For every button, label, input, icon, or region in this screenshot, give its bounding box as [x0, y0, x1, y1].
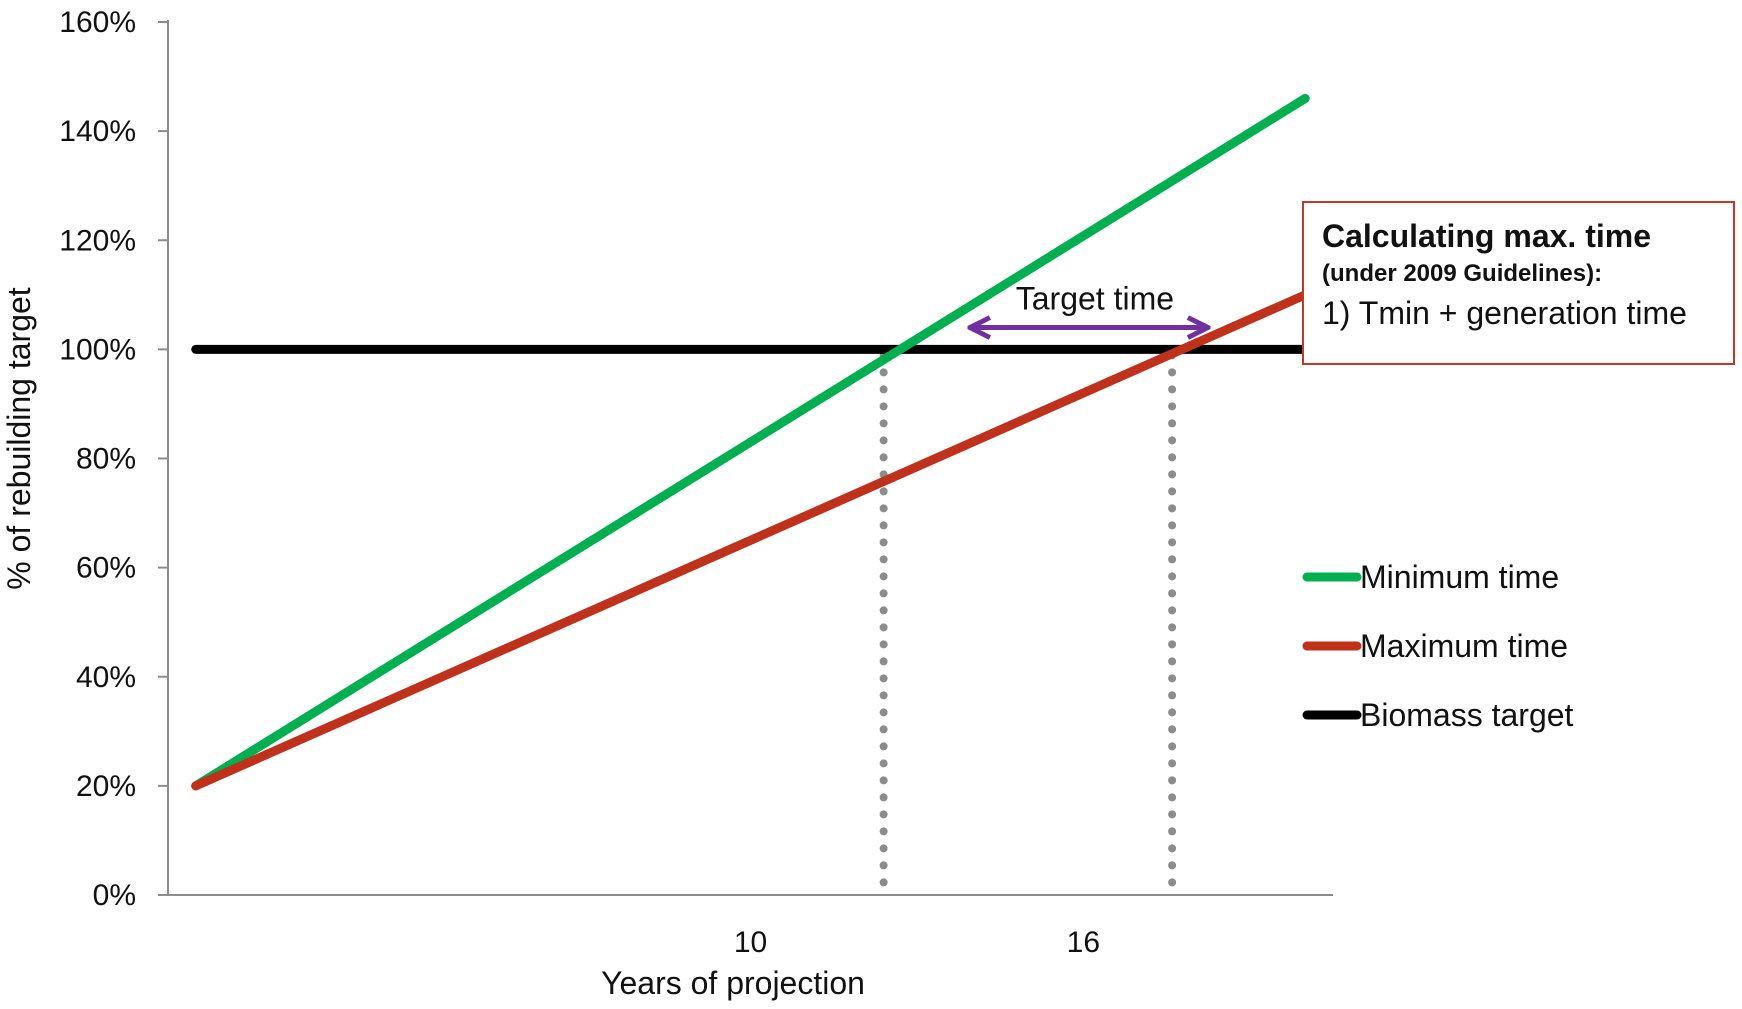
x-tick-label: 16 [1067, 926, 1100, 959]
x-axis-title: Years of projection [601, 965, 865, 1001]
y-tick-label: 100% [59, 333, 136, 366]
legend-label-minimum-time: Minimum time [1360, 559, 1559, 595]
info-box-title: Calculating max. time [1322, 218, 1651, 254]
y-tick-label: 60% [76, 552, 136, 585]
y-tick-label: 140% [59, 115, 136, 148]
info-box-item: 1) Tmin + generation time [1322, 295, 1687, 331]
legend: Minimum time Maximum time Biomass target [1302, 559, 1574, 733]
y-tick-label: 80% [76, 443, 136, 476]
y-axis-title: % of rebuilding target [1, 287, 37, 590]
annotation: Target time [972, 281, 1205, 328]
series-line-minimum-time [191, 93, 1310, 791]
y-tick-label: 0% [93, 879, 136, 912]
info-box-subtitle: (under 2009 Guidelines): [1322, 260, 1603, 287]
axes: 0% 20% 40% 60% 80% 100% 120% 140% 160% 10 16 Years … [1, 6, 1333, 1001]
target-time-label: Target time [1016, 281, 1174, 317]
legend-label-biomass-target: Biomass target [1360, 697, 1574, 733]
series-lines [191, 93, 1310, 791]
y-tick-label: 160% [59, 6, 136, 39]
x-tick-label: 10 [734, 926, 767, 959]
series-line-maximum-time [191, 290, 1310, 791]
y-tick-label: 20% [76, 770, 136, 803]
reference-lines [879, 351, 1177, 899]
y-tick-label: 120% [59, 224, 136, 257]
info-box: Calculating max. time (under 2009 Guidel… [1302, 201, 1735, 365]
y-tick-label: 40% [76, 661, 136, 694]
legend-label-maximum-time: Maximum time [1360, 628, 1568, 664]
